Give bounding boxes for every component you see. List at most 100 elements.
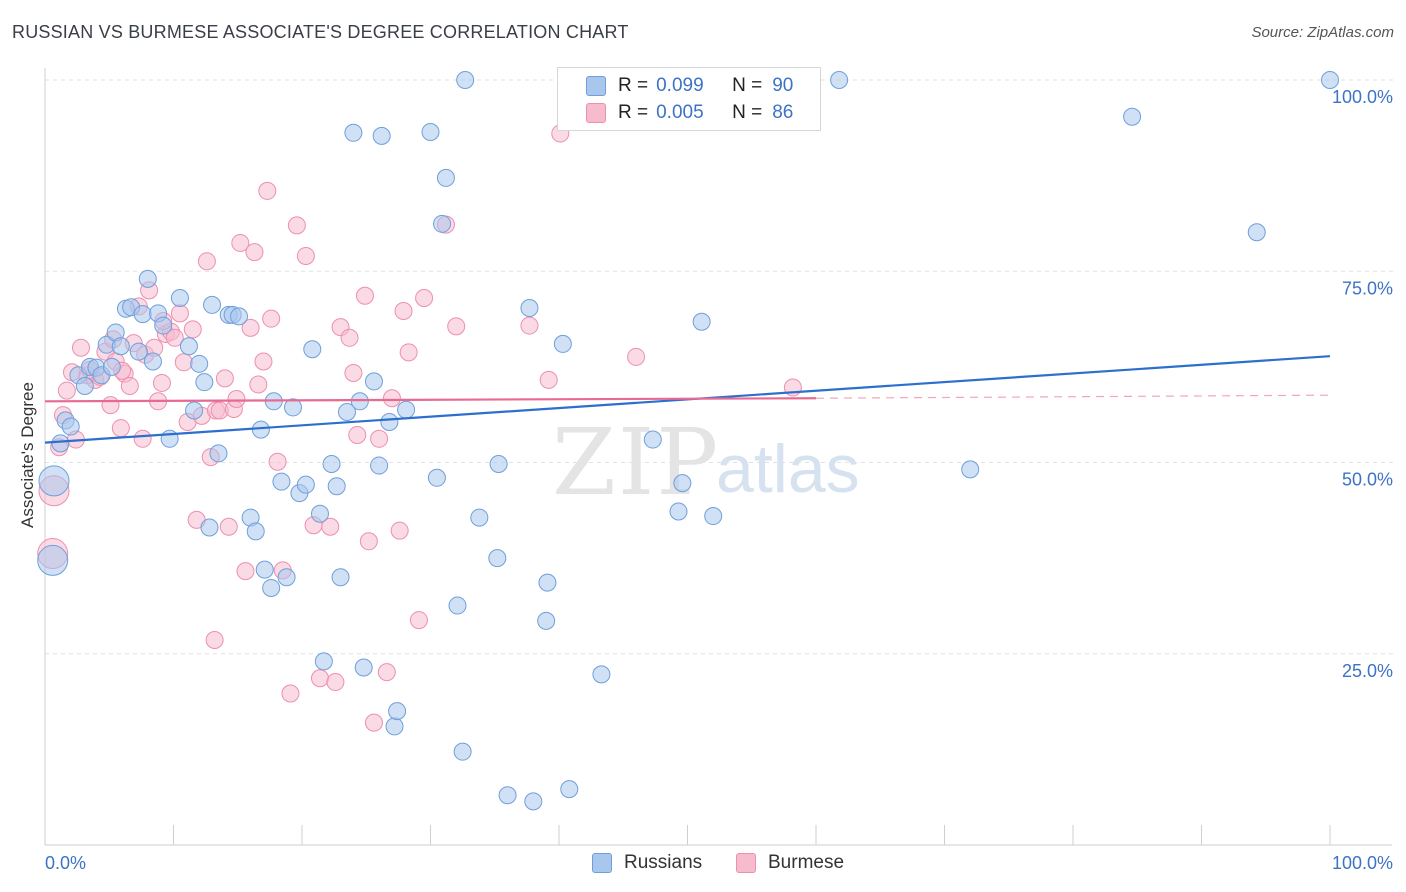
burmese-point-16: [120, 377, 139, 395]
russians-point-50: [331, 568, 350, 587]
burmese-point-27: [165, 328, 184, 347]
burmese-point-4: [57, 381, 76, 400]
russians-point-51: [337, 403, 356, 422]
burmese-point-68: [382, 389, 401, 408]
legend-row-russians: R = 0.099 N = 90: [586, 73, 793, 99]
y-tick-label-25: 25.0%: [1342, 661, 1393, 681]
burmese-point-42: [231, 233, 250, 252]
burmese-point-71: [399, 343, 418, 362]
russians-point-13: [111, 337, 130, 356]
burmese-point-60: [340, 328, 359, 347]
burmese-point-28: [170, 304, 189, 323]
burmese-point-39: [219, 517, 238, 536]
trend-lines: [44, 355, 1331, 444]
russians-point-81: [669, 502, 688, 521]
burmese-trend-line: [44, 397, 817, 403]
burmese-point-41: [227, 390, 246, 409]
russians-point-2: [51, 434, 70, 453]
russians-point-83: [692, 312, 711, 331]
russians-point-62: [421, 123, 440, 142]
russians-point-19: [143, 352, 162, 371]
russians-point-21: [154, 316, 173, 335]
burmese-point-56: [310, 669, 329, 688]
burmese-point-72: [409, 611, 428, 630]
y-axis-label: Associate's Degree: [18, 382, 37, 528]
russians-point-82: [673, 474, 692, 493]
russians-point-29: [203, 295, 222, 314]
burmese-point-54: [296, 246, 315, 265]
burmese-point-82: [205, 630, 224, 649]
russians-point-88: [1123, 107, 1142, 126]
burmese-point-64: [359, 532, 378, 551]
russians-swatch: [586, 76, 606, 96]
russians-point-89: [1247, 223, 1266, 242]
russians-r-value: 0.099: [656, 75, 704, 96]
russians-point-6: [75, 377, 94, 395]
russians-point-27: [195, 373, 214, 392]
burmese-r-value: 0.005: [656, 102, 704, 123]
burmese-point-77: [539, 370, 558, 389]
russians-point-47: [314, 652, 333, 671]
russians-point-84: [704, 507, 723, 526]
russians-point-86: [830, 71, 849, 89]
russians-legend-label: Russians: [624, 852, 703, 873]
burmese-legend-swatch: [736, 853, 756, 873]
source-label: Source: ZipAtlas.com: [1251, 24, 1394, 41]
russians-point-24: [179, 337, 198, 356]
russians-point-66: [448, 596, 467, 615]
burmese-point-43: [236, 562, 255, 581]
burmese-point-12: [101, 396, 120, 415]
russians-point-26: [190, 354, 209, 373]
russians-point-11: [102, 357, 121, 376]
burmese-point-69: [390, 521, 409, 540]
russians-point-1: [38, 465, 70, 497]
russians-point-42: [284, 398, 303, 417]
series-legend: Russians Burmese: [0, 852, 1406, 878]
russians-point-23: [170, 289, 189, 308]
watermark-atlas: atlas: [716, 431, 860, 507]
burmese-point-57: [321, 517, 340, 536]
russians-point-54: [354, 658, 373, 677]
burmese-legend-label: Burmese: [768, 852, 845, 873]
burmese-point-63: [355, 286, 374, 305]
burmese-point-50: [268, 452, 287, 471]
russians-point-48: [322, 455, 341, 474]
burmese-n-label: N =: [732, 102, 763, 123]
russians-point-77: [553, 334, 572, 353]
burmese-point-52: [281, 684, 300, 703]
burmese-point-24: [152, 373, 171, 392]
russians-point-44: [296, 475, 315, 494]
russians-point-17: [133, 305, 152, 324]
burmese-point-66: [370, 429, 389, 448]
russians-point-41: [277, 568, 296, 587]
legend-item-russians[interactable]: Russians: [592, 852, 702, 874]
burmese-r-label: R =: [618, 102, 649, 123]
burmese-point-14: [111, 419, 130, 438]
russians-point-68: [456, 71, 475, 89]
burmese-point-70: [394, 302, 413, 321]
russians-point-63: [427, 468, 446, 487]
russians-point-76: [538, 573, 557, 592]
russians-point-35: [246, 522, 265, 541]
x-tick-label-max: 100.0%: [1332, 853, 1393, 873]
russians-point-46: [310, 504, 329, 523]
russians-point-0: [37, 544, 69, 576]
axes: [44, 68, 1392, 846]
burmese-point-38: [215, 369, 234, 388]
russians-point-40: [272, 472, 291, 491]
russians-point-33: [230, 307, 249, 326]
burmese-point-65: [364, 713, 383, 732]
russians-r-label: R =: [618, 75, 649, 96]
russians-points: [37, 71, 1339, 811]
russians-point-61: [397, 400, 416, 419]
burmese-point-49: [262, 309, 281, 328]
burmese-point-34: [197, 252, 216, 271]
burmese-point-61: [344, 363, 363, 382]
russians-point-73: [520, 298, 539, 317]
russians-point-60: [388, 702, 407, 721]
russians-point-71: [489, 455, 508, 474]
legend-item-burmese[interactable]: Burmese: [736, 852, 844, 874]
russians-point-49: [327, 477, 346, 496]
russians-point-69: [470, 508, 489, 527]
